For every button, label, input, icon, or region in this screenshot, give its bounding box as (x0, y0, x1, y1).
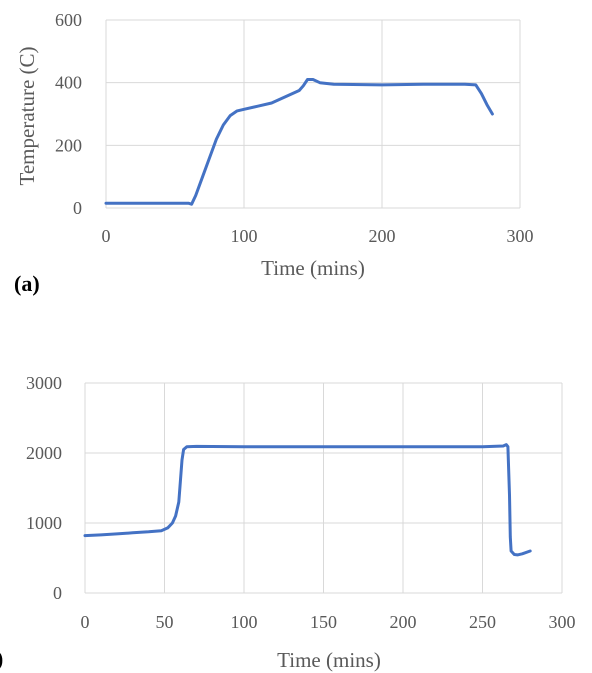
chart-a-x-tick-labels: 0 100 200 300 (102, 226, 534, 246)
chart-a-temperature-line (104, 78, 494, 206)
chart-a-panel-label: (a) (14, 271, 40, 296)
chart-b-y-tick-labels: 0 1000 2000 3000 (26, 373, 62, 603)
chart-a-y-tick-label: 600 (55, 10, 82, 30)
chart-a-x-tick-label: 0 (102, 226, 111, 246)
chart-a-y-tick-labels: 0 200 400 600 (55, 10, 82, 218)
chart-b-y-tick-label: 2000 (26, 443, 62, 463)
chart-b-x-axis-title: Time (mins) (277, 648, 381, 672)
chart-b-x-tick-label: 150 (310, 612, 337, 632)
chart-b-x-tick-labels: 0 50 100 150 200 250 300 (81, 612, 576, 632)
chart-a-y-tick-label: 0 (73, 198, 82, 218)
chart-a-x-tick-label: 100 (231, 226, 258, 246)
chart-a-x-tick-label: 200 (369, 226, 396, 246)
chart-b-panel-label: ) (0, 646, 3, 671)
chart-panel-b: 0 1000 2000 3000 0 50 100 150 200 250 300 Time (m… (0, 373, 576, 672)
chart-a-gridlines (105, 19, 521, 209)
chart-b-x-tick-label: 0 (81, 612, 90, 632)
chart-b-x-tick-label: 200 (390, 612, 417, 632)
chart-panel-a: 0 200 400 600 0 100 200 300 Temperature (C) Ti… (14, 10, 534, 296)
chart-b-y-tick-label: 1000 (26, 513, 62, 533)
chart-b-x-tick-label: 300 (549, 612, 576, 632)
chart-b-y-tick-label: 3000 (26, 373, 62, 393)
chart-a-y-tick-label: 200 (55, 135, 82, 155)
chart-b-x-tick-label: 50 (156, 612, 174, 632)
chart-b-x-tick-label: 250 (469, 612, 496, 632)
chart-b-gridlines (84, 382, 563, 594)
chart-b-x-tick-label: 100 (231, 612, 258, 632)
chart-a-x-axis-title: Time (mins) (261, 256, 365, 280)
chart-a-x-tick-label: 300 (507, 226, 534, 246)
chart-b-series-line (83, 443, 532, 557)
chart-a-y-axis-title: Temperature (C) (15, 46, 39, 185)
chart-b-y-tick-label: 0 (53, 583, 62, 603)
chart-a-y-tick-label: 400 (55, 73, 82, 93)
